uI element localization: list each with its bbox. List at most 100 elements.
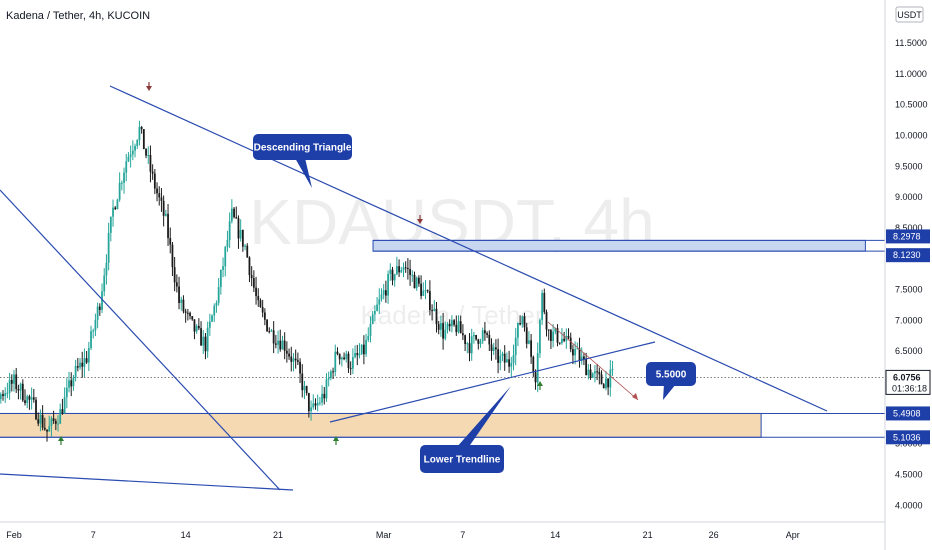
candle-body [184, 311, 187, 313]
price-tick-label: 4.5000 [895, 470, 923, 480]
target-price-callout [646, 362, 696, 386]
price-tick-label: 6.5000 [895, 346, 923, 356]
candle-body [147, 155, 150, 157]
candle-body [545, 312, 548, 330]
candle-body [182, 299, 185, 312]
candle-body [314, 403, 317, 406]
candle-body [417, 277, 420, 284]
candle-body [435, 308, 438, 325]
candle-body [523, 316, 526, 328]
descending-triangle-callout [253, 134, 352, 160]
candle-body [488, 334, 491, 345]
candle-body [149, 155, 152, 172]
price-tick-label: 8.5000 [895, 223, 923, 233]
descending-triangle-callout-pointer [295, 158, 312, 188]
candle-body [263, 312, 266, 320]
time-tick-label: 7 [460, 530, 465, 540]
candle-body [28, 396, 31, 400]
candle-body [503, 353, 506, 363]
candle-body [173, 267, 176, 283]
candle-body [442, 323, 444, 339]
candle-body [409, 269, 411, 275]
candle-body [426, 290, 429, 292]
candle-body [450, 320, 453, 327]
price-tick-label: 9.0000 [895, 192, 923, 202]
candle-body [517, 323, 519, 338]
candle-body [230, 208, 233, 222]
candle-body [189, 312, 191, 317]
candle-body [237, 218, 240, 239]
candle-body [235, 217, 238, 219]
candle-body [550, 330, 552, 341]
candle-body [164, 213, 167, 216]
candle-body [428, 291, 431, 311]
candle-body [6, 392, 9, 394]
candle-body [321, 393, 323, 403]
candle-body [15, 374, 18, 390]
candle-body [422, 290, 425, 296]
candle-body [101, 291, 103, 310]
countdown-text: 01:36:18 [892, 383, 927, 393]
candle-body [96, 306, 99, 320]
candle-body [123, 172, 125, 183]
candle-body [499, 355, 502, 363]
candle-body [402, 267, 405, 271]
candle-body [439, 323, 442, 330]
candle-body [24, 400, 26, 404]
candle-body [367, 335, 370, 340]
candle-body [345, 353, 348, 360]
candle-body [444, 329, 447, 339]
candle-body [310, 407, 312, 412]
candle-body [219, 269, 222, 288]
price-tag-8-2978 [886, 229, 930, 244]
candle-body [398, 266, 400, 273]
price-tick-label: 10.5000 [895, 100, 928, 110]
candle-body [259, 300, 262, 308]
candle-body [288, 353, 290, 357]
candle-body [380, 294, 383, 300]
candle-body [92, 330, 95, 332]
currency-badge[interactable] [895, 6, 924, 23]
candle-body [400, 270, 403, 273]
candle-body [506, 359, 508, 363]
candle-body [411, 274, 414, 276]
candle-body [162, 200, 165, 216]
candle-body [250, 275, 253, 279]
candle-body [574, 348, 577, 356]
candle-body [609, 369, 612, 388]
candle-body [156, 188, 158, 194]
candle-body [420, 283, 422, 296]
time-tick-label: 14 [550, 530, 560, 540]
candle-body [48, 425, 51, 432]
candle-body [552, 331, 555, 341]
candle-body [63, 397, 66, 414]
candle-body [206, 327, 209, 352]
candle-body [140, 126, 143, 130]
candle-series [0, 120, 614, 442]
candle-body [351, 357, 354, 369]
candle-body [171, 244, 174, 268]
candle-body [594, 371, 596, 374]
candle-body [167, 213, 169, 239]
candle-body [239, 229, 242, 239]
candle-body [8, 379, 11, 393]
candle-body [215, 302, 218, 306]
candle-body [57, 423, 59, 425]
candle-body [81, 362, 84, 367]
candle-body [125, 161, 128, 173]
candle-body [541, 292, 544, 321]
candle-body [87, 348, 90, 363]
candle-body [39, 414, 42, 424]
candle-body [327, 378, 330, 380]
candle-body [578, 348, 581, 361]
current-price-text: 6.0756 [893, 372, 921, 382]
candle-body [299, 361, 301, 374]
candle-body [54, 420, 57, 424]
candle-body [85, 358, 88, 363]
candle-body [338, 353, 341, 360]
candle-body [217, 287, 220, 303]
candle-body [391, 269, 394, 281]
price-tick-label: 10.0000 [895, 130, 928, 140]
candle-body [127, 156, 130, 162]
